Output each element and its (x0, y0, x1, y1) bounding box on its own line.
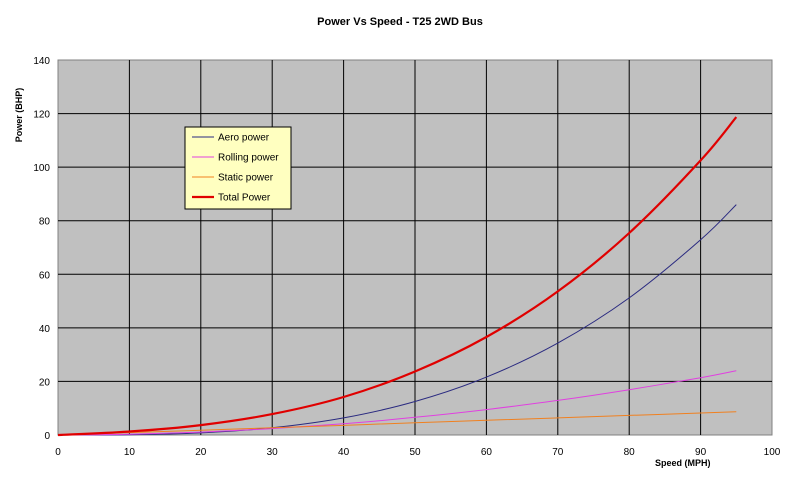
x-tick-label: 20 (195, 447, 207, 458)
y-tick-label: 140 (33, 56, 50, 67)
grid (58, 60, 772, 435)
series-line-total-power (57, 116, 738, 437)
x-tick-label: 10 (124, 447, 136, 458)
series-line-aero-power (57, 204, 737, 436)
x-axis-title: Speed (MPH) (655, 458, 711, 468)
x-tick-label: 0 (55, 447, 61, 458)
y-tick-label: 40 (39, 324, 51, 335)
y-tick-label: 20 (39, 377, 51, 388)
y-tick-label: 60 (39, 270, 51, 281)
legend-label-total-power: Total Power (218, 193, 271, 204)
x-tick-label: 40 (338, 447, 350, 458)
series-lines (57, 116, 738, 437)
series-line-static-power (57, 411, 737, 436)
legend-box (184, 126, 292, 210)
legend: Aero power Rolling power Static power Total… (184, 126, 292, 210)
x-tick-label: 100 (764, 447, 781, 458)
x-tick-label: 90 (695, 447, 707, 458)
x-tick-label: 80 (624, 447, 636, 458)
series-line-rolling-power (57, 370, 737, 436)
x-tick-label: 70 (552, 447, 564, 458)
y-tick-label: 100 (33, 163, 50, 174)
y-tick-label: 80 (39, 217, 51, 228)
legend-label-rolling-power: Rolling power (218, 153, 279, 164)
y-axis-title: Power (BHP) (14, 88, 24, 143)
x-tick-label: 30 (267, 447, 279, 458)
y-tick-label: 120 (33, 110, 50, 121)
chart-title: Power Vs Speed - T25 2WD Bus (317, 16, 483, 28)
tick-labels: 0 10 20 30 40 50 60 70 80 90 100 0 20 40 60 80 100 120 140 (33, 56, 780, 458)
x-tick-label: 50 (409, 447, 421, 458)
legend-label-aero-power: Aero power (218, 133, 270, 144)
y-tick-label: 0 (44, 431, 50, 442)
x-tick-label: 60 (481, 447, 493, 458)
legend-label-static-power: Static power (218, 173, 274, 184)
